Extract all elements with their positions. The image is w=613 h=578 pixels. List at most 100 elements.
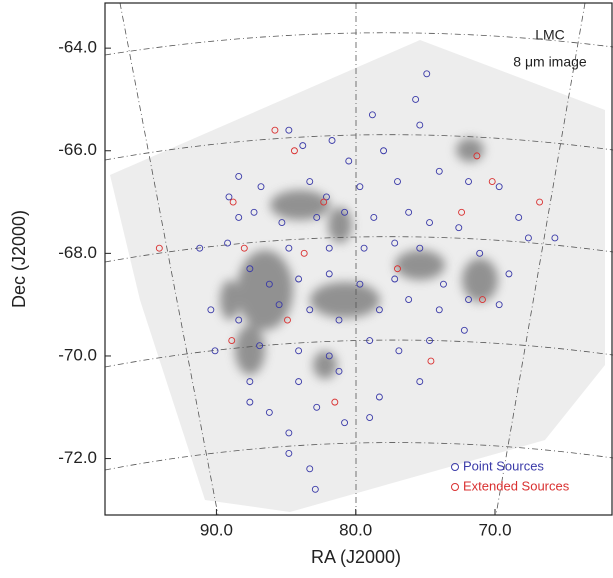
source-marker [370,213,378,221]
source-marker [366,337,374,345]
source-marker [435,306,443,314]
source-marker [416,244,424,252]
source-marker [341,419,349,427]
source-marker [323,193,330,201]
source-marker [368,111,376,119]
source-marker [224,239,232,247]
source-marker [320,198,328,206]
source-marker [405,296,413,303]
source-marker [240,244,248,252]
legend-label: Extended Sources [463,478,570,493]
source-marker [265,280,273,288]
source-marker [394,178,401,185]
x-tick-label: 70.0 [478,520,511,539]
source-marker [394,265,401,273]
source-marker [473,152,481,160]
source-marker [426,219,433,227]
source-marker [265,408,273,416]
source-marker [335,367,343,375]
source-marker [275,301,283,309]
source-marker [524,234,532,242]
source-marker [515,213,523,221]
source-marker [228,337,236,345]
source-marker [306,178,314,185]
source-marker [465,178,472,185]
source-marker [246,378,254,386]
source-marker [440,280,447,288]
source-marker [416,121,424,129]
source-marker [235,172,243,180]
source-marker [284,316,291,324]
source-marker [366,414,374,421]
source-marker [295,347,303,355]
source-marker [479,296,486,303]
source-marker [285,449,293,457]
source-marker [278,219,286,227]
source-marker [412,95,420,103]
source-marker [155,244,163,252]
y-axis-label: Dec (J2000) [9,210,29,308]
source-marker [341,208,349,216]
source-marker [300,249,308,257]
y-tick-label: -64.0 [58,38,97,57]
legend-marker [451,463,459,471]
source-marker [250,208,258,216]
source-marker [356,280,364,288]
source-marker [295,378,303,386]
source-marker [375,306,383,314]
source-marker [325,270,333,278]
legend-marker [451,483,459,491]
source-marker [426,337,433,345]
source-marker [225,193,233,201]
source-marker [257,183,265,191]
y-tick-label: -72.0 [58,448,97,467]
source-marker [311,485,319,493]
source-marker [271,126,279,134]
source-marker [313,213,321,221]
source-marker [285,244,293,252]
source-marker [460,326,468,334]
source-marker [476,249,484,257]
source-marker [235,316,243,324]
source-marker [495,183,503,191]
source-marker [391,239,399,247]
source-marker [488,178,496,185]
annotation: 8 μm image [513,54,587,70]
source-marker [306,465,314,473]
annotation: LMC [535,27,565,43]
source-marker [360,244,368,252]
y-tick-label: -68.0 [58,243,97,262]
source-marker [290,147,298,155]
source-marker [391,275,399,283]
x-tick-label: 90.0 [200,520,233,539]
source-marker [295,275,303,283]
source-marker [246,265,254,273]
y-tick-label: -66.0 [58,140,97,159]
source-marker [495,301,503,309]
source-marker [375,393,383,401]
source-marker [335,316,343,324]
source-marker [405,208,413,216]
x-axis-label: RA (J2000) [311,547,401,567]
source-marker [246,398,254,406]
y-tick-label: -70.0 [58,345,97,364]
source-marker [325,352,333,360]
source-marker [423,70,431,78]
x-tick-label: 80.0 [339,520,372,539]
source-marker [229,198,237,206]
plot-frame [104,2,613,516]
source-marker [356,183,364,191]
source-marker [207,306,215,314]
source-marker [313,403,321,411]
source-marker [331,398,339,406]
source-marker [416,378,424,386]
source-marker [465,296,472,303]
source-marker [328,137,336,144]
source-marker [427,357,435,365]
source-marker [196,244,204,252]
sky-image [110,40,605,512]
source-marker [395,347,403,355]
source-marker [325,244,333,252]
source-marker [345,157,353,165]
